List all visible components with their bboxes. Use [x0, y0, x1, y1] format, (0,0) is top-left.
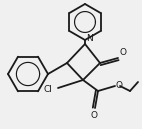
Text: O: O	[119, 48, 126, 57]
Text: O: O	[90, 111, 98, 120]
Text: O: O	[116, 82, 123, 91]
Text: Cl: Cl	[43, 84, 52, 94]
Text: N: N	[86, 34, 93, 43]
